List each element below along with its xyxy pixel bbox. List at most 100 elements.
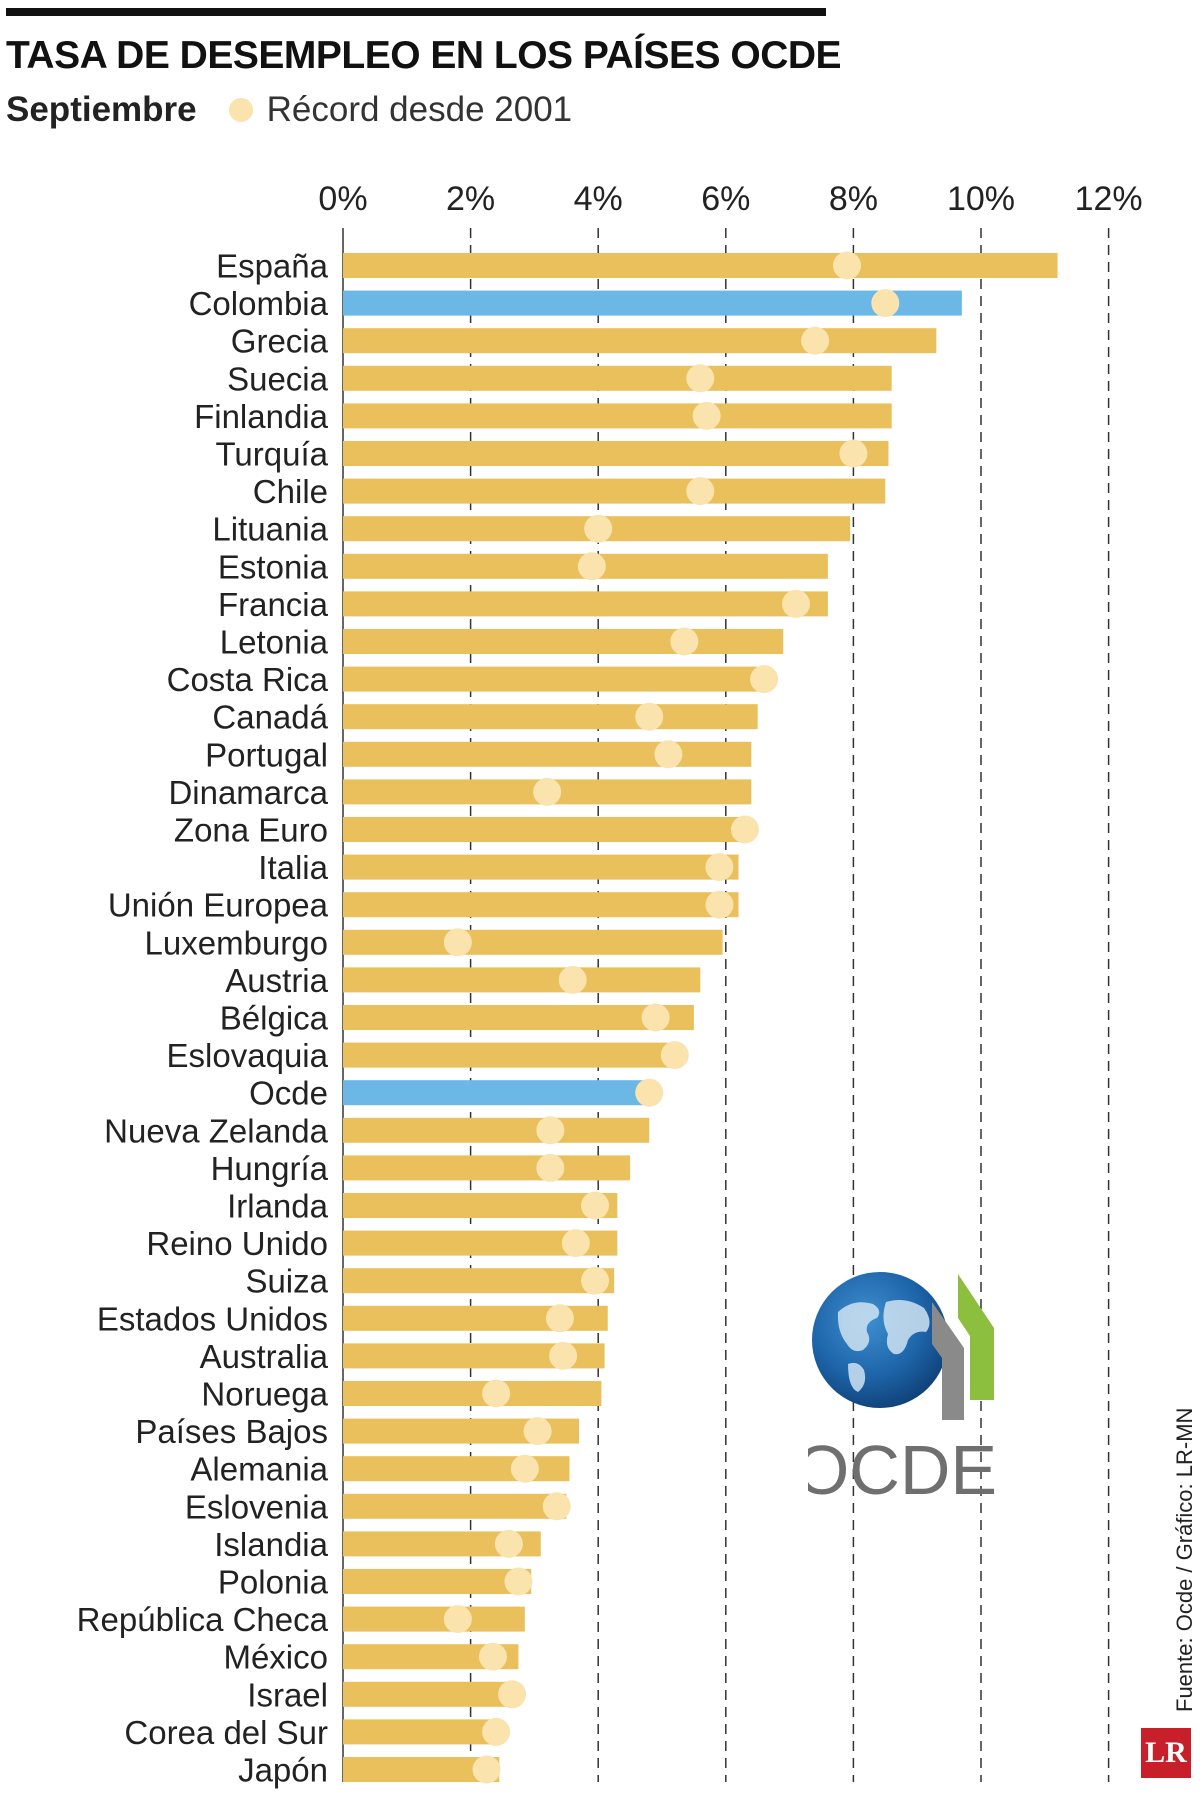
x-tick-label: 12% [1075, 180, 1143, 218]
category-label: Dinamarca [168, 774, 328, 811]
record-dot [533, 777, 562, 806]
bar [343, 290, 962, 316]
category-label: Ocde [249, 1075, 328, 1112]
bar [343, 1681, 509, 1707]
record-dot [635, 702, 664, 731]
bar [343, 1080, 653, 1106]
x-tick-label: 0% [318, 180, 367, 218]
record-dot [581, 1191, 610, 1220]
bar [343, 478, 886, 504]
category-label: Luxemburgo [145, 924, 328, 961]
record-dot [545, 1304, 574, 1333]
category-label: Polonia [218, 1564, 329, 1601]
category-label: Bélgica [220, 1000, 329, 1037]
x-axis-ticks: 0% 2% 4% 6% 8% 10% 12% [318, 180, 1142, 218]
category-label: Canadá [212, 699, 328, 736]
record-dot [670, 627, 699, 656]
chart-title: TASA DE DESEMPLEO EN LOS PAÍSES OCDE [6, 34, 842, 77]
category-label: Lituania [212, 511, 328, 548]
category-label: Noruega [201, 1376, 328, 1413]
category-labels: EspañaColombiaGreciaSueciaFinlandiaTurqu… [77, 248, 329, 1789]
record-dot [482, 1717, 511, 1746]
legend-record-dot [228, 98, 253, 122]
category-label: Reino Unido [146, 1225, 328, 1262]
record-dot [577, 552, 606, 581]
record-dots [443, 251, 900, 1784]
category-label: Turquía [215, 436, 328, 473]
category-label: Alemania [190, 1451, 328, 1488]
record-dot [692, 401, 721, 430]
category-label: Italia [258, 849, 328, 886]
globe-icon [812, 1272, 948, 1408]
chevron-icon [932, 1302, 964, 1420]
bar [343, 929, 723, 955]
record-dot [660, 1041, 689, 1070]
bar [343, 817, 745, 842]
bars [343, 253, 1058, 1782]
record-dot [498, 1680, 527, 1709]
globe-continents [837, 1300, 930, 1392]
category-label: Australia [200, 1338, 329, 1375]
record-dot [542, 1492, 571, 1521]
category-label: Austria [225, 962, 328, 999]
bar [343, 441, 889, 466]
record-dot [801, 326, 830, 355]
top-rule [6, 8, 826, 16]
bar [343, 1719, 503, 1745]
category-label: Eslovaquia [167, 1037, 329, 1074]
category-label: Costa Rica [167, 661, 329, 698]
category-label: Estados Unidos [97, 1300, 328, 1337]
record-dot [581, 1266, 610, 1295]
record-dot [839, 439, 868, 468]
category-label: Finlandia [194, 398, 329, 435]
category-label: Colombia [189, 285, 329, 322]
record-dot [705, 890, 734, 919]
category-label: Nueva Zelanda [104, 1112, 328, 1149]
record-dot [561, 1229, 590, 1258]
bar [343, 1493, 567, 1519]
lr-logo: LR [1141, 1728, 1191, 1778]
record-dot [871, 289, 900, 318]
category-label: Francia [218, 586, 329, 623]
x-tick-label: 6% [701, 180, 750, 218]
bar [343, 403, 892, 429]
category-label: Islandia [214, 1526, 328, 1563]
bar [343, 1606, 525, 1632]
bar [343, 1381, 602, 1406]
record-dot [833, 251, 862, 280]
record-dot [549, 1341, 578, 1370]
bar [343, 1117, 650, 1143]
category-label: Zona Euro [174, 812, 328, 849]
source-credit: Fuente: Ocde / Gráfico: LR-MN [1172, 1407, 1197, 1712]
record-dot [523, 1417, 552, 1446]
record-dot [478, 1642, 507, 1671]
category-label: Portugal [205, 736, 328, 773]
category-label: Chile [253, 473, 328, 510]
category-label: Eslovenia [185, 1488, 329, 1525]
category-label: Japón [238, 1752, 328, 1789]
category-label: Letonia [220, 624, 329, 661]
bar [343, 741, 752, 767]
record-dot [504, 1567, 533, 1596]
bar [343, 854, 739, 880]
record-dot [510, 1454, 539, 1483]
category-label: Estonia [218, 548, 329, 585]
x-tick-label: 8% [829, 180, 878, 218]
chart-subtitle: Septiembre [6, 90, 197, 129]
bar [343, 1155, 631, 1181]
subtitle-row: Septiembre Récord desde 2001 [6, 90, 572, 130]
record-dot [443, 1605, 472, 1634]
x-tick-label: 10% [947, 180, 1015, 218]
bar [343, 1005, 694, 1030]
record-dot [558, 965, 587, 994]
bar [343, 253, 1058, 278]
record-dot [781, 589, 810, 618]
ocde-logo-text: OCDE [808, 1431, 997, 1502]
record-dot [443, 928, 472, 957]
record-dot [494, 1529, 523, 1558]
record-dot [641, 1003, 670, 1032]
record-dot [654, 740, 683, 769]
record-dot [472, 1755, 501, 1784]
record-dot [686, 364, 715, 393]
